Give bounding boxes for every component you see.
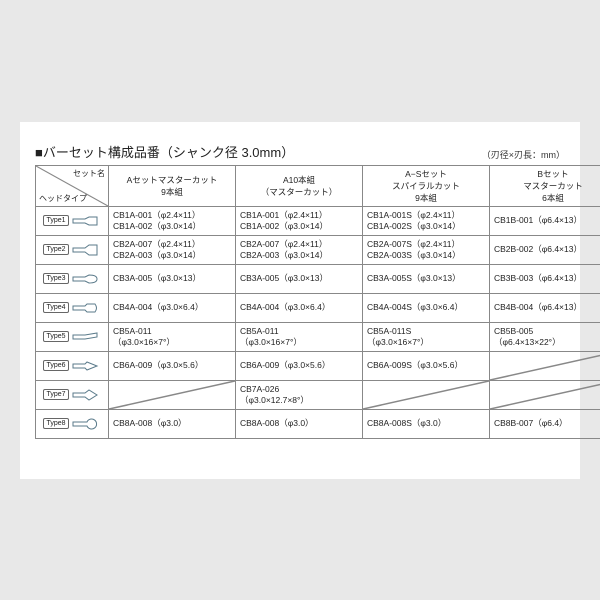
spec-cell: CB5B-005 （φ6.4×13×22°） (490, 322, 600, 351)
head-shape-icon (71, 215, 101, 227)
head-shape-icon (71, 331, 101, 343)
header-row: セット名 ヘッドタイプ Aセットマスターカット 9本組 A10本組 （マスターカ… (36, 165, 600, 206)
col-header-a10: A10本組 （マスターカット） (236, 165, 363, 206)
type-label: Type3 (43, 273, 68, 284)
spec-cell: CB4A-004（φ3.0×6.4） (236, 293, 363, 322)
spec-cell: CB6A-009S（φ3.0×5.6） (363, 351, 490, 380)
table-row: Type2 CB2A-007（φ2.4×11） CB2A-003（φ3.0×14… (36, 235, 600, 264)
spec-cell: CB8A-008（φ3.0） (236, 409, 363, 438)
spec-cell: CB3A-005（φ3.0×13） (109, 264, 236, 293)
spec-cell: CB6A-009（φ3.0×5.6） (109, 351, 236, 380)
type-label: Type5 (43, 331, 68, 342)
spec-cell: CB5A-011S （φ3.0×16×7°） (363, 322, 490, 351)
spec-cell: CB1B-001（φ6.4×13） (490, 206, 600, 235)
table-row: Type3 CB3A-005（φ3.0×13）CB3A-005（φ3.0×13）… (36, 264, 600, 293)
diag-top-label: セット名 (73, 168, 105, 179)
type-label: Type6 (43, 360, 68, 371)
page-title: ■バーセット構成品番（シャンク径 3.0mm） (35, 142, 294, 161)
empty-cell (363, 380, 490, 409)
type-cell: Type5 (36, 322, 109, 351)
spec-cell: CB2A-007（φ2.4×11） CB2A-003（φ3.0×14） (109, 235, 236, 264)
spec-cell: CB8A-008（φ3.0） (109, 409, 236, 438)
spec-cell: CB4A-004S（φ3.0×6.4） (363, 293, 490, 322)
spec-cell: CB8A-008S（φ3.0） (363, 409, 490, 438)
head-shape-icon (71, 302, 101, 314)
spec-cell: CB3A-005S（φ3.0×13） (363, 264, 490, 293)
empty-cell (490, 351, 600, 380)
spec-cell: CB3A-005（φ3.0×13） (236, 264, 363, 293)
diagonal-header: セット名 ヘッドタイプ (36, 165, 109, 206)
spec-cell: CB2B-002（φ6.4×13） (490, 235, 600, 264)
type-label: Type2 (43, 244, 68, 255)
col-header-as: A−Sセット スパイラルカット 9本組 (363, 165, 490, 206)
col-header-b: Bセット マスターカット 6本組 (490, 165, 600, 206)
spec-cell: CB2A-007（φ2.4×11） CB2A-003（φ3.0×14） (236, 235, 363, 264)
spec-table: セット名 ヘッドタイプ Aセットマスターカット 9本組 A10本組 （マスターカ… (35, 165, 600, 439)
spec-cell: CB2A-007S（φ2.4×11） CB2A-003S（φ3.0×14） (363, 235, 490, 264)
col-header-a: Aセットマスターカット 9本組 (109, 165, 236, 206)
type-label: Type1 (43, 215, 68, 226)
empty-cell (109, 380, 236, 409)
spec-cell: CB1A-001（φ2.4×11） CB1A-002（φ3.0×14） (236, 206, 363, 235)
spec-cell: CB8B-007（φ6.4） (490, 409, 600, 438)
table-row: Type1 CB1A-001（φ2.4×11） CB1A-002（φ3.0×14… (36, 206, 600, 235)
sheet: ■バーセット構成品番（シャンク径 3.0mm） （刃径×刃長：mm） セット名 … (20, 122, 580, 479)
head-shape-icon (71, 360, 101, 372)
head-shape-icon (71, 418, 101, 430)
type-label: Type4 (43, 302, 68, 313)
spec-cell: CB1A-001S（φ2.4×11） CB1A-002S（φ3.0×14） (363, 206, 490, 235)
table-row: Type7 CB7A-026 （φ3.0×12.7×8°） (36, 380, 600, 409)
type-cell: Type3 (36, 264, 109, 293)
type-cell: Type2 (36, 235, 109, 264)
table-row: Type4 CB4A-004（φ3.0×6.4）CB4A-004（φ3.0×6.… (36, 293, 600, 322)
type-cell: Type8 (36, 409, 109, 438)
spec-cell: CB4B-004（φ6.4×13） (490, 293, 600, 322)
head-shape-icon (71, 273, 101, 285)
spec-cell: CB5A-011 （φ3.0×16×7°） (236, 322, 363, 351)
table-row: Type8 CB8A-008（φ3.0）CB8A-008（φ3.0）CB8A-0… (36, 409, 600, 438)
head-shape-icon (71, 244, 101, 256)
type-cell: Type6 (36, 351, 109, 380)
table-row: Type6 CB6A-009（φ3.0×5.6）CB6A-009（φ3.0×5.… (36, 351, 600, 380)
head-shape-icon (71, 389, 101, 401)
type-cell: Type7 (36, 380, 109, 409)
type-cell: Type4 (36, 293, 109, 322)
title-row: ■バーセット構成品番（シャンク径 3.0mm） （刃径×刃長：mm） (35, 142, 565, 161)
table-row: Type5 CB5A-011 （φ3.0×16×7°）CB5A-011 （φ3.… (36, 322, 600, 351)
spec-cell: CB1A-001（φ2.4×11） CB1A-002（φ3.0×14） (109, 206, 236, 235)
type-label: Type8 (43, 418, 68, 429)
spec-cell: CB6A-009（φ3.0×5.6） (236, 351, 363, 380)
spec-cell: CB4A-004（φ3.0×6.4） (109, 293, 236, 322)
empty-cell (490, 380, 600, 409)
spec-cell: CB5A-011 （φ3.0×16×7°） (109, 322, 236, 351)
spec-cell: CB7A-026 （φ3.0×12.7×8°） (236, 380, 363, 409)
type-label: Type7 (43, 389, 68, 400)
type-cell: Type1 (36, 206, 109, 235)
unit-note: （刃径×刃長：mm） (482, 148, 565, 161)
diag-bottom-label: ヘッドタイプ (39, 193, 87, 204)
spec-cell: CB3B-003（φ6.4×13） (490, 264, 600, 293)
